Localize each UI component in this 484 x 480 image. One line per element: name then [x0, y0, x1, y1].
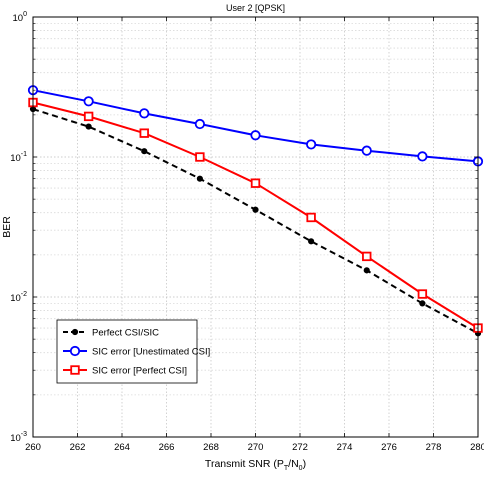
x-axis-title-main: Transmit SNR (P: [205, 458, 284, 470]
y-tick-exponent: -3: [21, 431, 27, 438]
y-tick-base: 10: [10, 153, 21, 164]
x-axis-title-sub-t: T: [284, 465, 289, 472]
x-tick-label: 280: [470, 442, 484, 453]
data-point-circle: [69, 345, 81, 357]
y-tick-base: 10: [13, 13, 24, 24]
y-tick-label: 10-2: [10, 291, 27, 304]
data-point-circle: [361, 145, 372, 156]
data-point-dot: [196, 175, 203, 182]
x-tick-label: 274: [337, 442, 353, 453]
series-2: [27, 85, 484, 167]
legend: Perfect CSI/SIC SIC error [Unestimated CS…: [56, 319, 210, 384]
y-tick-base: 10: [10, 433, 21, 444]
y-tick-label: 100: [13, 11, 28, 24]
data-point-square: [417, 289, 428, 299]
chart-title: User 2 [QPSK]: [226, 3, 285, 13]
legend-label: SIC error [Perfect CSI]: [92, 366, 187, 377]
legend-label: SIC error [Unestimated CSI]: [92, 347, 210, 358]
data-point-square: [139, 128, 149, 138]
data-point-dot: [71, 328, 79, 336]
x-tick-label: 268: [203, 442, 219, 453]
data-point-square: [70, 365, 80, 375]
y-tick-label: 10-1: [10, 151, 27, 164]
x-tick-label: 276: [381, 442, 397, 453]
x-tick-label: 272: [292, 442, 308, 453]
series-layer: [27, 85, 484, 337]
x-axis-title-sub-0: 0: [299, 465, 303, 472]
data-point-circle: [417, 151, 428, 162]
data-point-circle: [306, 139, 317, 150]
data-point-dot: [419, 300, 426, 307]
data-point-square: [195, 152, 205, 162]
tick-layer: 260 262 264 266 268 270 272 274 276 278 28010010-1…: [10, 11, 484, 453]
data-point-square: [83, 111, 94, 122]
y-tick-exponent: -2: [21, 291, 27, 298]
y-axis-title: BER: [1, 216, 13, 238]
data-point-square: [250, 178, 261, 188]
y-tick-exponent: -1: [21, 151, 27, 158]
data-point-dot: [308, 238, 315, 245]
y-tick-exponent: 0: [23, 11, 27, 18]
legend-entry: SIC error [Unestimated CSI]: [63, 345, 210, 358]
y-tick-base: 10: [10, 293, 21, 304]
x-tick-label: 264: [114, 442, 130, 453]
y-tick-label: 10-3: [10, 431, 27, 444]
x-tick-label: 262: [70, 442, 86, 453]
legend-label: Perfect CSI/SIC: [92, 328, 159, 339]
data-point-dot: [363, 267, 370, 274]
x-tick-label: 278: [426, 442, 442, 453]
x-tick-label: 260: [25, 442, 41, 453]
x-tick-label: 270: [248, 442, 264, 453]
x-axis-title-mid: /N: [288, 458, 299, 470]
legend-entry: Perfect CSI/SIC: [63, 328, 159, 339]
data-point-circle: [83, 96, 94, 107]
data-point-square: [362, 251, 372, 262]
data-point-circle: [250, 130, 261, 141]
x-axis-title-end: ): [303, 458, 307, 470]
data-point-dot: [85, 123, 92, 130]
data-point-circle: [194, 118, 205, 130]
data-point-circle: [139, 108, 150, 119]
legend-entry: SIC error [Perfect CSI]: [63, 365, 187, 377]
x-tick-label: 266: [159, 442, 175, 453]
data-point-dot: [141, 148, 148, 155]
x-axis-title: Transmit SNR (PT/N0): [205, 458, 306, 472]
data-point-square: [306, 212, 316, 223]
data-point-dot: [252, 206, 259, 213]
